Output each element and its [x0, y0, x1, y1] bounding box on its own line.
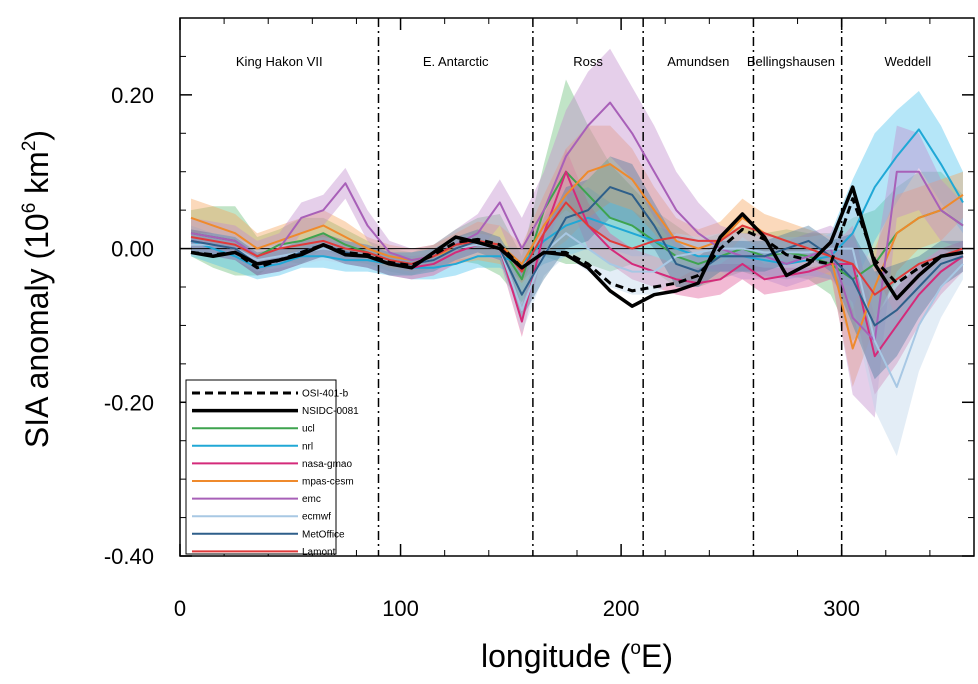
legend-label-osi-401-b: OSI-401-b	[302, 389, 349, 400]
region-label-bellingshausen: Bellingshausen	[747, 54, 835, 69]
legend-label-nsidc-0081: NSIDC-0081	[302, 406, 359, 417]
region-label-amundsen: Amundsen	[667, 54, 729, 69]
x-tick-label: 300	[823, 596, 860, 621]
series-line-nrl	[190, 128, 964, 269]
x-axis-label: longitude (oE)	[481, 638, 673, 674]
legend-label-mpas-cesm: mpas-cesm	[302, 477, 354, 488]
x-tick-label: 0	[174, 596, 186, 621]
band-emc	[191, 48, 963, 418]
y-tick-label: -0.20	[104, 390, 154, 415]
band-nrl	[191, 91, 963, 287]
legend-label-nasa-gmao: nasa-gmao	[302, 459, 352, 470]
region-label-king-hakon-vii: King Hakon VII	[236, 54, 323, 69]
x-tick-label: 100	[382, 596, 419, 621]
y-tick-label: -0.40	[104, 544, 154, 569]
region-label-ross: Ross	[573, 54, 603, 69]
legend: OSI-401-b NSIDC-0081 ucl nrl nasa-gmao mpas-c…	[185, 379, 359, 558]
region-label-weddell: Weddell	[884, 54, 931, 69]
band-ucl	[191, 79, 963, 341]
y-axis-label: SIA anomaly (106 km2)	[19, 130, 55, 448]
region-label-e-antarctic: E. Antarctic	[423, 54, 489, 69]
legend-label-emc: emc	[302, 494, 321, 505]
series-line-mpas-cesm	[190, 163, 964, 350]
legend-label-ucl: ucl	[302, 424, 315, 435]
legend-label-ecmwf: ecmwf	[302, 512, 331, 523]
x-tick-label: 200	[603, 596, 640, 621]
y-tick-label: 0.00	[111, 237, 154, 262]
y-tick-label: 0.20	[111, 83, 154, 108]
legend-label-lamont: Lamont	[302, 547, 336, 558]
series-line-osi-401-b	[190, 197, 964, 293]
legend-label-metoffice: MetOffice	[302, 529, 345, 540]
legend-label-nrl: nrl	[302, 441, 313, 452]
